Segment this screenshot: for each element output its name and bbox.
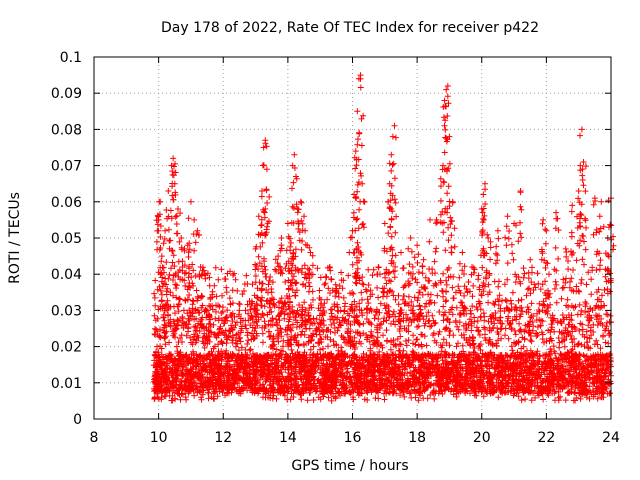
y-tick-label: 0.06: [51, 195, 82, 211]
data-point: [420, 256, 427, 263]
data-point: [414, 242, 421, 249]
data-point: [259, 187, 266, 194]
data-points: [150, 72, 617, 404]
y-tick-label: 0.04: [51, 267, 82, 283]
data-point: [162, 227, 169, 234]
data-point: [165, 187, 172, 194]
data-point: [540, 216, 547, 223]
data-point: [178, 235, 185, 241]
data-point: [175, 206, 182, 213]
data-point: [578, 126, 585, 133]
data-point: [427, 216, 434, 223]
y-tick-labels: 0 0.01 0.02 0.03 0.04 0.05 0.06 0.07 0.08 0.09 0.1: [51, 50, 82, 428]
data-point: [598, 198, 605, 205]
data-point: [354, 108, 361, 115]
data-point: [441, 97, 448, 104]
data-point: [170, 155, 177, 162]
y-tick-label: 0.01: [51, 376, 82, 392]
axis-ticks: [93, 56, 612, 420]
data-point: [553, 209, 560, 216]
chart-title: Day 178 of 2022, Rate Of TEC Index for r…: [161, 20, 539, 36]
data-point: [389, 133, 396, 140]
data-point: [494, 227, 501, 234]
data-point: [263, 166, 270, 173]
y-tick-label: 0.03: [51, 303, 82, 319]
x-tick-label: 12: [214, 430, 232, 446]
y-tick-label: 0.1: [60, 50, 82, 66]
data-point: [562, 245, 569, 252]
y-tick-label: 0: [73, 412, 82, 428]
data-point: [301, 213, 308, 220]
data-point: [291, 151, 298, 158]
data-point: [397, 249, 404, 256]
x-tick-label: 24: [602, 430, 620, 446]
data-point: [297, 198, 304, 205]
data-point: [278, 235, 285, 241]
data-point: [443, 86, 450, 93]
data-point: [260, 144, 267, 151]
y-tick-label: 0.02: [51, 340, 82, 356]
data-point: [543, 227, 550, 234]
data-point: [569, 202, 576, 209]
data-point: [359, 180, 366, 187]
data-point: [391, 122, 398, 129]
data-point: [365, 282, 372, 289]
data-point: [575, 187, 582, 194]
data-point: [444, 82, 451, 89]
data-point: [504, 213, 511, 220]
data-point: [459, 249, 466, 256]
y-tick-label: 0.09: [51, 86, 82, 102]
data-point: [481, 180, 488, 187]
data-point: [352, 148, 359, 155]
scatter-cloud: [150, 75, 617, 404]
data-point: [187, 198, 194, 205]
data-point: [255, 213, 262, 220]
data-point: [480, 191, 487, 198]
x-tick-label: 18: [408, 430, 426, 446]
data-point: [485, 235, 492, 241]
x-axis-label: GPS time / hours: [291, 458, 408, 474]
x-tick-label: 22: [537, 430, 555, 446]
data-point: [275, 253, 282, 260]
data-point: [527, 256, 534, 263]
data-point: [191, 216, 198, 223]
y-axis-label: ROTI / TECUs: [7, 192, 23, 284]
x-tick-label: 8: [90, 430, 99, 446]
data-point: [158, 253, 165, 260]
data-point: [194, 227, 201, 234]
data-point: [284, 220, 291, 227]
data-point: [381, 220, 388, 227]
x-tick-label: 10: [150, 430, 168, 446]
data-point: [307, 249, 314, 256]
data-point: [580, 158, 587, 165]
x-tick-labels: 8 10 12 14 16 18 20 22 24: [90, 430, 620, 446]
y-tick-label: 0.05: [51, 231, 82, 247]
data-point: [407, 235, 414, 241]
x-tick-label: 16: [344, 430, 362, 446]
y-tick-label: 0.07: [51, 159, 82, 175]
x-tick-label: 20: [473, 430, 491, 446]
data-point: [388, 151, 395, 158]
x-tick-label: 14: [279, 430, 297, 446]
y-tick-label: 0.08: [51, 122, 82, 138]
